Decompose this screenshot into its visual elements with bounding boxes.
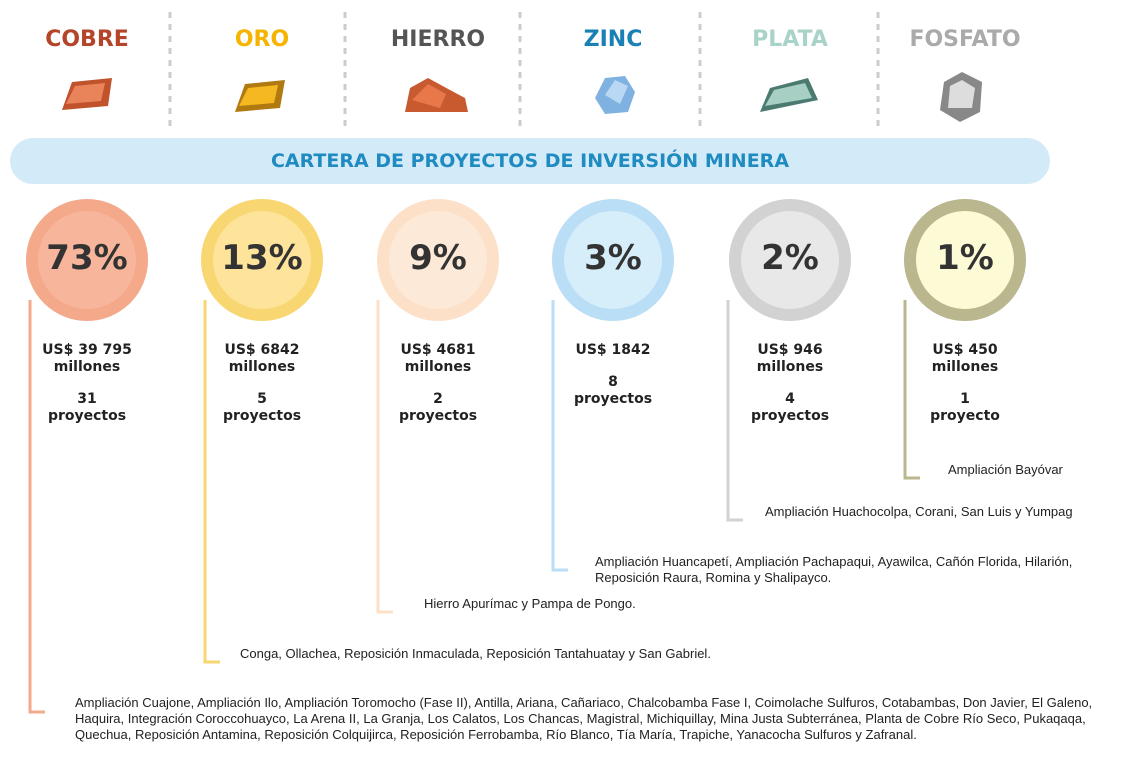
mineral-name: ORO [177, 27, 347, 52]
project-list: Conga, Ollachea, Reposición Inmaculada, … [240, 646, 940, 662]
project-count: 2 [358, 391, 518, 408]
percent: 13% [202, 238, 322, 278]
mineral-name: HIERRO [353, 27, 523, 52]
project-count: 4 [710, 391, 870, 408]
project-count-label: proyectos [533, 391, 693, 408]
banner: CARTERA DE PROYECTOS DE INVERSIÓN MINERA [10, 138, 1050, 184]
amount-unit: millones [710, 359, 870, 376]
project-count: 5 [182, 391, 342, 408]
project-count-label: proyectos [7, 408, 167, 425]
mineral-name: ZINC [528, 27, 698, 52]
project-count-label: proyectos [182, 408, 342, 425]
amount: US$ 39 795 [7, 342, 167, 359]
connector-line [905, 300, 920, 478]
amount: US$ 946 [710, 342, 870, 359]
amount: US$ 1842 [533, 342, 693, 359]
project-count: 31 [7, 391, 167, 408]
project-list: Ampliación Cuajone, Ampliación Ilo, Ampl… [75, 695, 1125, 743]
amount-unit: millones [885, 359, 1045, 376]
project-count-label: proyectos [710, 408, 870, 425]
amount: US$ 6842 [182, 342, 342, 359]
percent: 9% [378, 238, 498, 278]
project-count: 8 [533, 374, 693, 391]
project-list: Ampliación Huancapetí, Ampliación Pachap… [595, 554, 1115, 586]
project-list: Hierro Apurímac y Pampa de Pongo. [424, 596, 924, 612]
project-count-label: proyecto [885, 408, 1045, 425]
amount-unit: millones [7, 359, 167, 376]
icons [62, 72, 982, 122]
amount-unit: millones [182, 359, 342, 376]
percent: 3% [553, 238, 673, 278]
connector-line [553, 300, 568, 570]
amount: US$ 450 [885, 342, 1045, 359]
project-list: Ampliación Huachocolpa, Corani, San Luis… [765, 504, 1135, 520]
project-count-label: proyectos [358, 408, 518, 425]
percent: 73% [27, 238, 147, 278]
mineral-name: COBRE [2, 27, 172, 52]
percent: 1% [905, 238, 1025, 278]
mineral-name: FOSFATO [880, 27, 1050, 52]
project-count: 1 [885, 391, 1045, 408]
project-list: Ampliación Bayóvar [948, 462, 1128, 478]
amount: US$ 4681 [358, 342, 518, 359]
amount-unit: millones [358, 359, 518, 376]
mineral-name: PLATA [705, 27, 875, 52]
percent: 2% [730, 238, 850, 278]
page: {"banner": "CARTERA DE PROYECTOS DE INVE… [0, 0, 1135, 781]
